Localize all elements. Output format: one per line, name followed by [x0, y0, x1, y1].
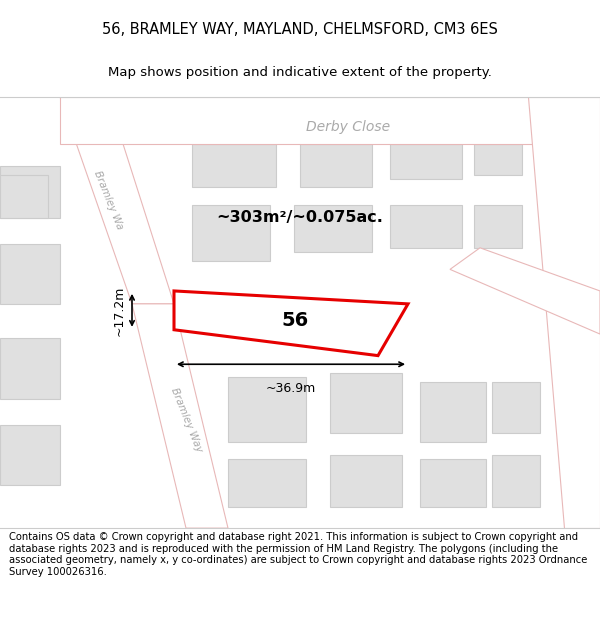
Polygon shape: [300, 144, 372, 188]
Polygon shape: [474, 205, 522, 248]
Polygon shape: [390, 144, 462, 179]
Text: Contains OS data © Crown copyright and database right 2021. This information is : Contains OS data © Crown copyright and d…: [9, 532, 587, 577]
Text: ~36.9m: ~36.9m: [266, 381, 316, 394]
Polygon shape: [0, 244, 60, 304]
Polygon shape: [0, 166, 60, 217]
Polygon shape: [60, 97, 600, 144]
Polygon shape: [228, 459, 306, 506]
Text: Bramley Way: Bramley Way: [169, 387, 203, 454]
Polygon shape: [192, 205, 270, 261]
Polygon shape: [528, 97, 600, 528]
Polygon shape: [228, 377, 306, 442]
Polygon shape: [492, 381, 540, 433]
Polygon shape: [420, 459, 486, 506]
Text: 56: 56: [282, 311, 309, 329]
Polygon shape: [132, 304, 228, 528]
Polygon shape: [330, 455, 402, 506]
Text: Derby Close: Derby Close: [306, 120, 390, 134]
Polygon shape: [420, 381, 486, 442]
Polygon shape: [108, 97, 540, 131]
Polygon shape: [450, 248, 600, 334]
Polygon shape: [294, 205, 372, 252]
Text: 56, BRAMLEY WAY, MAYLAND, CHELMSFORD, CM3 6ES: 56, BRAMLEY WAY, MAYLAND, CHELMSFORD, CM…: [102, 21, 498, 36]
Polygon shape: [0, 338, 60, 399]
Polygon shape: [192, 144, 276, 188]
Text: Map shows position and indicative extent of the property.: Map shows position and indicative extent…: [108, 66, 492, 79]
Polygon shape: [0, 424, 60, 485]
Polygon shape: [492, 455, 540, 506]
Text: Bramley Wa: Bramley Wa: [92, 169, 124, 231]
Text: ~303m²/~0.075ac.: ~303m²/~0.075ac.: [217, 210, 383, 225]
Polygon shape: [390, 205, 462, 248]
Polygon shape: [474, 144, 522, 174]
Polygon shape: [330, 373, 402, 433]
Polygon shape: [174, 291, 408, 356]
Text: ~17.2m: ~17.2m: [113, 285, 126, 336]
Polygon shape: [0, 174, 48, 218]
Polygon shape: [60, 97, 174, 304]
